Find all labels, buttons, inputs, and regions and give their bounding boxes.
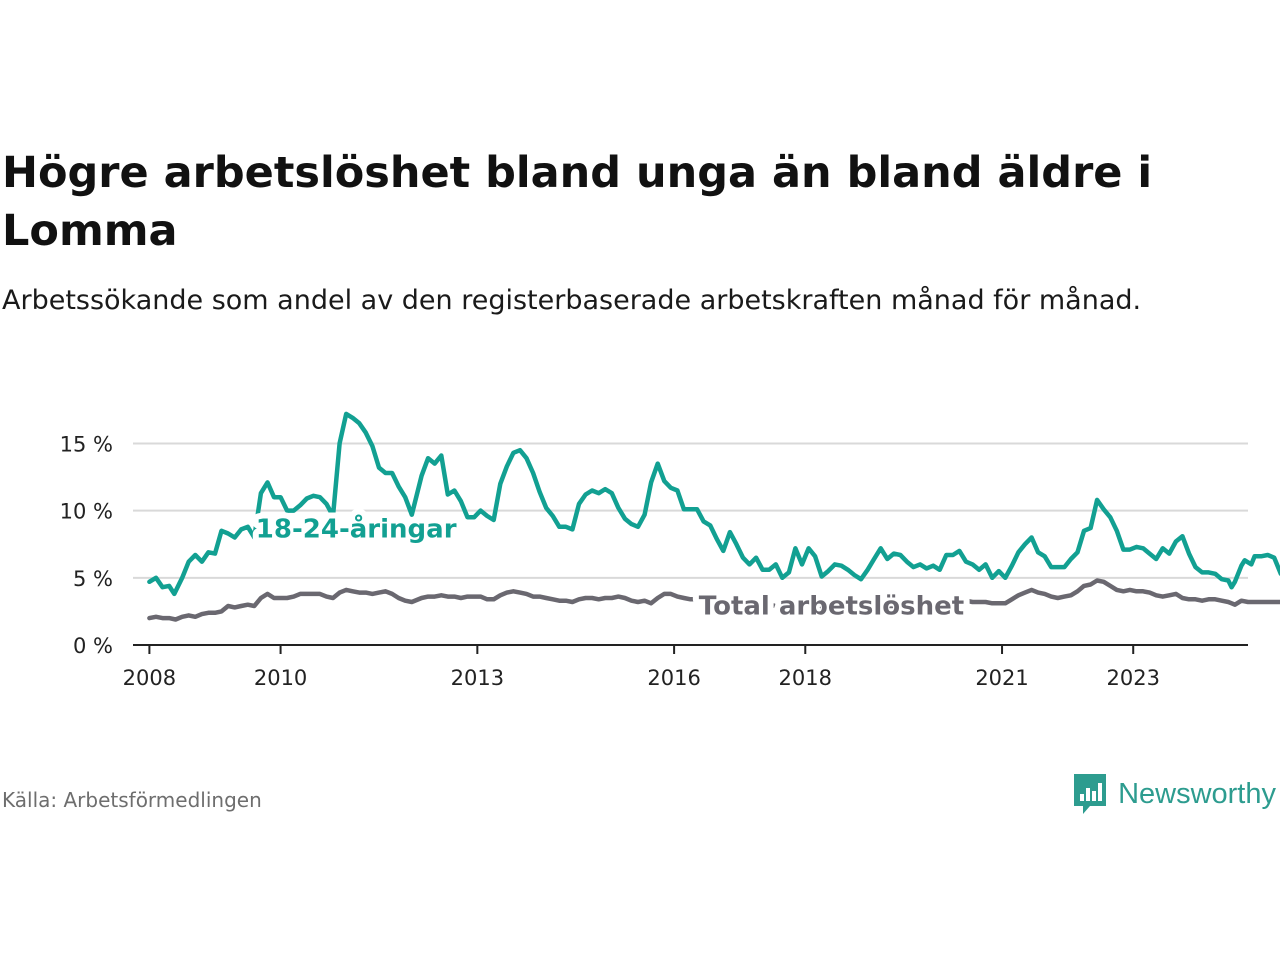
x-tick-label: 2021 (975, 666, 1028, 690)
x-tick-label: 2023 (1106, 666, 1159, 690)
chart-subtitle: Arbetssökande som andel av den registerb… (2, 285, 1142, 316)
brand-name: Newsworthy (1118, 777, 1276, 810)
total-series-label: Total arbetslöshet (699, 592, 964, 622)
youth-series-line (147, 411, 1280, 597)
source-note: Källa: Arbetsförmedlingen (2, 788, 262, 812)
youth-series-label: 18-24-åringar (256, 513, 457, 545)
x-tick-label: 2016 (647, 666, 700, 690)
brand-logo[interactable]: Newsworthy (1072, 770, 1276, 818)
y-tick-label: 5 % (73, 567, 113, 591)
x-tick-label: 2008 (123, 666, 176, 690)
x-tick-label: 2010 (254, 666, 307, 690)
total-series-line (147, 578, 1280, 622)
y-tick-label: 10 % (60, 500, 113, 524)
y-tick-label: 0 % (73, 634, 113, 658)
x-tick-label: 2018 (779, 666, 832, 690)
x-tick-label: 2013 (451, 666, 504, 690)
y-tick-label: 15 % (60, 432, 113, 456)
line-chart: 0 % 5 % 10 % 15 % 2008 2010 2013 2016 2018 2021 20… (60, 411, 1280, 690)
chart-title: Högre arbetslöshet bland unga än bland ä… (2, 148, 1153, 256)
newsworthy-logo-icon (1074, 774, 1107, 814)
